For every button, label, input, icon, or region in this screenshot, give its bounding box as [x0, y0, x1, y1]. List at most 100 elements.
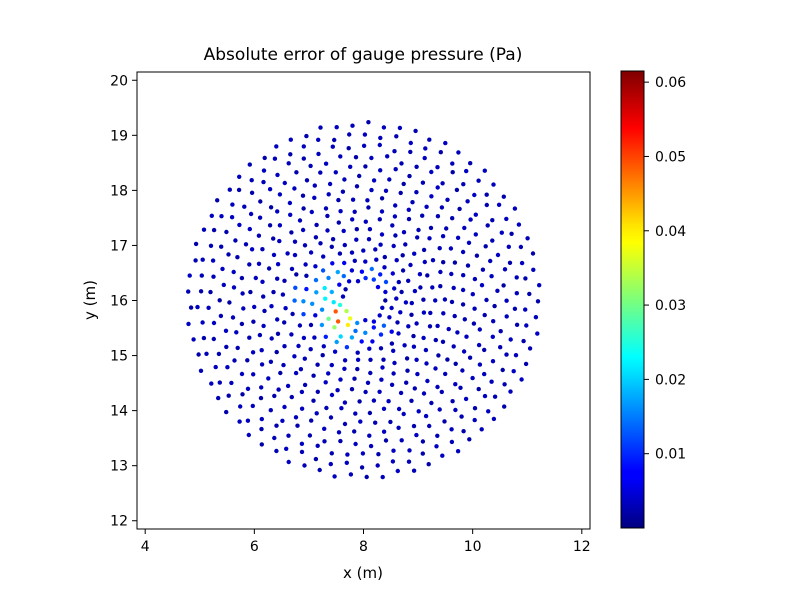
scatter-point: [378, 135, 383, 141]
scatter-point: [385, 154, 390, 159]
scatter-point: [433, 366, 438, 371]
scatter-point: [223, 328, 229, 333]
scatter-point: [342, 366, 347, 371]
scatter-point: [313, 235, 319, 240]
scatter-point: [304, 273, 309, 278]
scatter-point: [421, 247, 427, 253]
scatter-point: [311, 398, 316, 403]
scatter-point: [427, 324, 433, 329]
scatter-point: [315, 443, 320, 448]
scatter-point: [514, 291, 519, 296]
scatter-point: [401, 181, 406, 187]
scatter-point: [350, 197, 356, 202]
scatter-point: [338, 154, 343, 159]
scatter-point: [495, 252, 501, 258]
scatter-point: [247, 226, 252, 232]
scatter-point: [391, 348, 396, 353]
scatter-point: [514, 275, 519, 280]
scatter-point: [350, 217, 355, 222]
scatter-point: [252, 304, 257, 310]
scatter-point: [320, 353, 325, 358]
scatter-point: [498, 345, 503, 350]
scatter-point: [365, 198, 370, 203]
scatter-point: [464, 168, 469, 174]
scatter-point: [460, 368, 465, 373]
scatter-point: [353, 411, 358, 416]
scatter-point: [216, 351, 222, 357]
scatter-point: [294, 272, 299, 277]
scatter-point: [455, 235, 461, 240]
scatter-point: [398, 190, 403, 196]
scatter-point: [269, 304, 274, 309]
scatter-point: [258, 199, 263, 204]
scatter-point: [377, 217, 382, 222]
scatter-point: [310, 301, 315, 306]
scatter-point: [426, 462, 431, 467]
scatter-point: [259, 362, 265, 367]
scatter-point: [472, 406, 478, 411]
y-tick-label: 13: [110, 459, 128, 475]
colorbar-tick-label: 0.04: [655, 224, 686, 240]
scatter-point: [440, 181, 445, 186]
scatter-point: [396, 279, 401, 285]
scatter-point: [302, 463, 307, 468]
scatter-point: [249, 247, 255, 252]
scatter-point: [504, 314, 509, 319]
scatter-point: [435, 185, 440, 190]
chart-title: Absolute error of gauge pressure (Pa): [204, 45, 523, 65]
scatter-point: [322, 439, 327, 444]
scatter-point: [449, 271, 454, 277]
scatter-point: [525, 236, 530, 241]
scatter-point: [399, 289, 404, 295]
scatter-point: [286, 459, 291, 465]
scatter-point: [257, 332, 263, 338]
scatter-point: [527, 346, 533, 351]
scatter-point: [380, 305, 385, 310]
scatter-point: [527, 291, 532, 297]
scatter-point: [193, 258, 198, 263]
scatter-point: [215, 198, 220, 203]
scatter-point: [441, 260, 446, 265]
scatter-point: [378, 242, 383, 247]
scatter-point: [329, 289, 334, 295]
scatter-point: [336, 197, 341, 203]
scatter-point: [256, 233, 262, 238]
scatter-point: [296, 343, 301, 349]
scatter-point: [450, 216, 455, 221]
scatter-point: [501, 283, 506, 288]
scatter-point: [485, 223, 490, 228]
scatter-point: [479, 427, 484, 432]
scatter-point: [308, 347, 313, 352]
scatter-point: [344, 308, 349, 314]
scatter-point: [249, 178, 254, 183]
x-axis: 4 6 8 10 12: [141, 529, 591, 555]
scatter-point: [468, 161, 473, 166]
scatter-point: [282, 404, 287, 410]
scatter-point: [311, 373, 316, 378]
scatter-point: [393, 203, 398, 208]
scatter-point: [416, 409, 421, 414]
scatter-point: [413, 128, 418, 134]
y-tick-label: 20: [110, 73, 128, 89]
scatter-point: [230, 315, 236, 320]
scatter-point: [459, 414, 464, 419]
scatter-point: [420, 213, 425, 218]
scatter-point: [368, 370, 373, 376]
scatter-point: [366, 205, 371, 210]
scatter-point: [292, 239, 298, 244]
scatter-point: [250, 403, 255, 409]
scatter-point: [275, 262, 281, 267]
scatter-point: [453, 361, 458, 366]
scatter-point: [320, 268, 326, 273]
scatter-point: [239, 321, 245, 327]
scatter-point: [464, 334, 469, 339]
scatter-point: [288, 152, 293, 157]
scatter-point: [245, 418, 251, 423]
scatter-point: [304, 178, 310, 183]
scatter-point: [433, 298, 438, 303]
scatter-point: [414, 357, 419, 362]
scatter-point: [288, 137, 293, 142]
scatter-point: [335, 269, 340, 275]
scatter-point: [240, 392, 245, 397]
scatter-point: [450, 161, 455, 166]
